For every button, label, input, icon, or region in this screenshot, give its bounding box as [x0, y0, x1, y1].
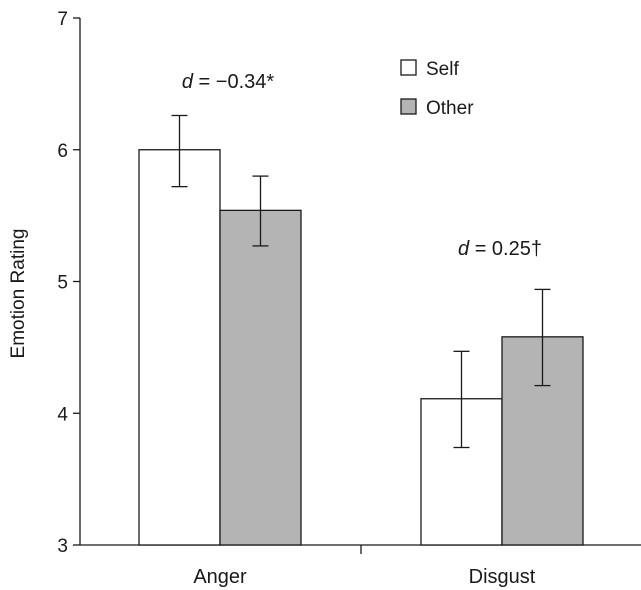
- effect-size-annotation: d = −0.34*: [182, 71, 275, 93]
- y-tick-label: 4: [57, 404, 68, 425]
- annotations: d = −0.34*d = 0.25†: [182, 71, 542, 260]
- legend-label-self: Self: [426, 59, 459, 80]
- axes: 3 4 5 6 7 Emotion Rating Anger Disgust: [8, 9, 641, 588]
- bar-self-anger: [138, 149, 221, 546]
- y-axis-label: Emotion Rating: [8, 229, 29, 359]
- y-tick-label: 7: [57, 9, 68, 30]
- effect-size-value: = −0.34*: [193, 71, 274, 93]
- effect-size-symbol: d: [182, 71, 194, 93]
- legend-label-other: Other: [426, 98, 474, 119]
- x-category-label: Anger: [193, 566, 247, 588]
- legend: Self Other: [400, 59, 474, 119]
- legend-swatch-self: [400, 59, 417, 76]
- y-tick-label: 5: [57, 273, 68, 294]
- error-bars: [171, 114, 551, 449]
- y-tick-label: 6: [57, 141, 68, 162]
- bar-other-anger: [219, 209, 302, 546]
- y-tick-label: 3: [57, 536, 68, 557]
- effect-size-symbol: d: [458, 238, 470, 260]
- legend-swatch-other: [400, 98, 417, 115]
- effect-size-value: = 0.25†: [469, 238, 542, 260]
- bars: [138, 149, 584, 546]
- x-category-label: Disgust: [469, 566, 536, 588]
- effect-size-annotation: d = 0.25†: [458, 238, 542, 260]
